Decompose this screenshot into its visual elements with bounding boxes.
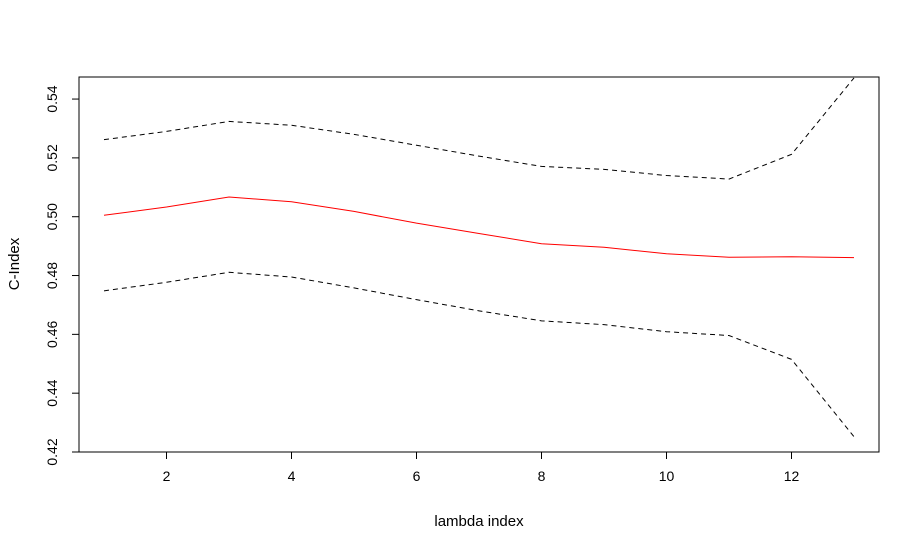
series-layer bbox=[103, 77, 855, 438]
x-tick-label: 6 bbox=[413, 468, 421, 484]
x-tick-label: 4 bbox=[288, 468, 296, 484]
x-axis: 2 4 6 8 10 12 bbox=[163, 452, 800, 484]
x-tick-label: 2 bbox=[163, 468, 171, 484]
y-tick-label: 0.46 bbox=[44, 321, 60, 348]
cindex-mean-line bbox=[103, 196, 855, 259]
y-tick-label: 0.52 bbox=[44, 144, 60, 171]
y-axis: 0.42 0.44 0.46 0.48 0.50 0.52 0.54 bbox=[44, 85, 79, 466]
y-tick-label: 0.50 bbox=[44, 203, 60, 230]
y-tick-label: 0.44 bbox=[44, 379, 60, 406]
x-tick-label: 10 bbox=[659, 468, 675, 484]
y-tick-label: 0.42 bbox=[44, 438, 60, 465]
y-tick-label: 0.48 bbox=[44, 262, 60, 289]
y-axis-title: C-Index bbox=[6, 237, 23, 290]
x-axis-title: lambda index bbox=[434, 513, 524, 530]
plot-frame bbox=[78, 76, 880, 453]
x-tick-label: 12 bbox=[784, 468, 800, 484]
y-tick-label: 0.54 bbox=[44, 85, 60, 112]
cindex-lower-bound-line bbox=[103, 271, 855, 438]
cindex-upper-bound-line bbox=[103, 77, 855, 180]
x-tick-label: 8 bbox=[538, 468, 546, 484]
